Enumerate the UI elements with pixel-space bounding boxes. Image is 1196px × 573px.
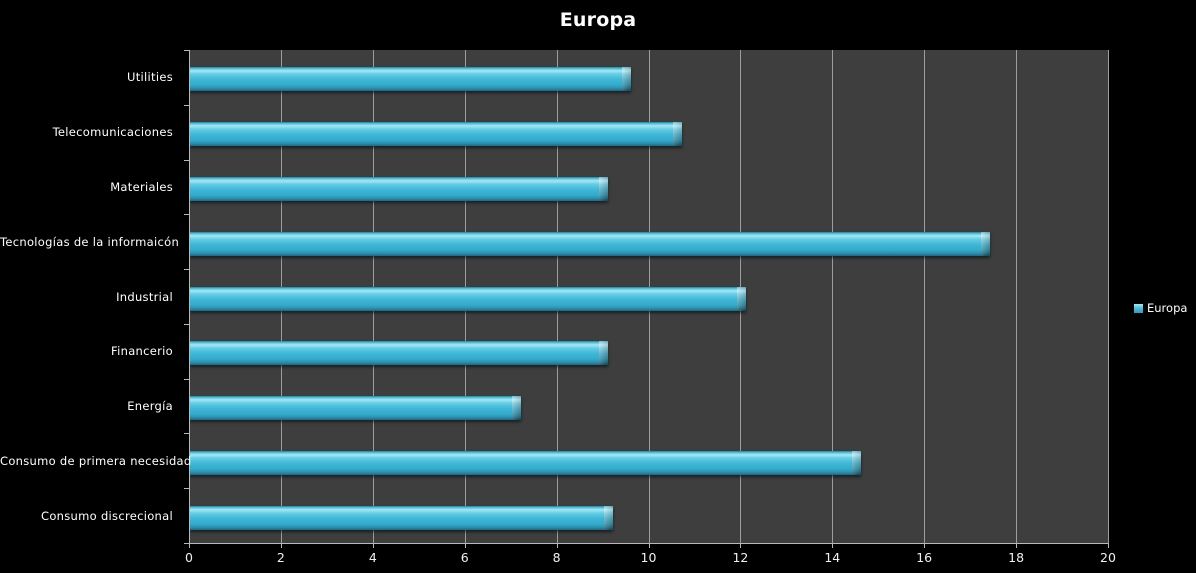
category-label: Industrial: [116, 289, 173, 304]
y-tick-mark: [184, 488, 189, 490]
category-label: Energía: [127, 399, 173, 414]
x-tick-label: 4: [368, 550, 377, 565]
y-axis-line: [189, 50, 190, 544]
plot-area: [189, 50, 1109, 543]
y-tick-mark: [184, 50, 189, 51]
x-tick-label: 20: [1100, 550, 1116, 565]
x-tick-label: 16: [916, 550, 933, 565]
y-tick-mark: [184, 269, 189, 271]
x-tick-label: 18: [1008, 550, 1025, 565]
category-label: Telecomunicaciones: [52, 125, 173, 140]
x-tick-label: 10: [640, 550, 657, 565]
x-tick-mark: [280, 543, 282, 548]
y-tick-mark: [184, 214, 189, 216]
value-axis-labels: 0 2 4 6 8 10 12 14 16 18 20: [185, 550, 1116, 568]
y-tick-mark: [184, 378, 189, 380]
category-label: Consumo de primera necesidad: [0, 453, 192, 468]
bar[interactable]: [190, 67, 632, 92]
bar[interactable]: [190, 122, 682, 147]
gridline: [1016, 50, 1018, 543]
x-tick-mark: [648, 543, 650, 548]
legend-label: Europa: [1147, 301, 1188, 315]
y-tick-mark: [184, 543, 189, 544]
x-tick-mark: [372, 543, 374, 548]
category-label: Tecnologías de la informaicón: [0, 234, 180, 249]
y-tick-mark: [184, 433, 189, 435]
x-tick-label: 2: [276, 550, 285, 565]
bar[interactable]: [190, 341, 609, 366]
bar[interactable]: [190, 450, 861, 475]
legend-marker-icon: [1134, 303, 1143, 313]
x-tick-label: 14: [824, 550, 841, 565]
x-tick-mark: [832, 543, 834, 548]
x-tick-label: 0: [185, 550, 193, 565]
x-tick-label: 8: [552, 550, 561, 565]
category-label: Materiales: [110, 179, 173, 194]
y-tick-mark: [184, 323, 189, 325]
x-tick-mark: [189, 543, 190, 548]
x-tick-mark: [740, 543, 742, 548]
x-tick-label: 6: [460, 550, 469, 565]
category-label: Utilities: [127, 70, 173, 85]
gridline: [1108, 50, 1109, 543]
gridline: [832, 50, 834, 543]
bar[interactable]: [190, 505, 613, 530]
y-tick-mark: [184, 159, 189, 161]
x-tick-mark: [464, 543, 466, 548]
x-tick-mark: [1108, 543, 1109, 548]
category-axis-labels: Utilities Telecomunicaciones Materiales Tec…: [0, 50, 192, 543]
bar[interactable]: [190, 176, 609, 201]
y-tick-mark: [184, 104, 189, 106]
x-tick-mark: [1016, 543, 1018, 548]
bar[interactable]: [190, 231, 990, 256]
x-tick-mark: [556, 543, 558, 548]
category-label: Consumo discrecional: [41, 508, 173, 523]
x-tick-label: 12: [732, 550, 749, 565]
x-tick-mark: [924, 543, 926, 548]
gridline: [924, 50, 926, 543]
bar[interactable]: [190, 286, 746, 311]
category-label: Financerio: [111, 344, 173, 359]
chart-title: Europa: [559, 9, 637, 31]
legend[interactable]: Europa: [1134, 301, 1187, 315]
bar[interactable]: [190, 396, 521, 421]
